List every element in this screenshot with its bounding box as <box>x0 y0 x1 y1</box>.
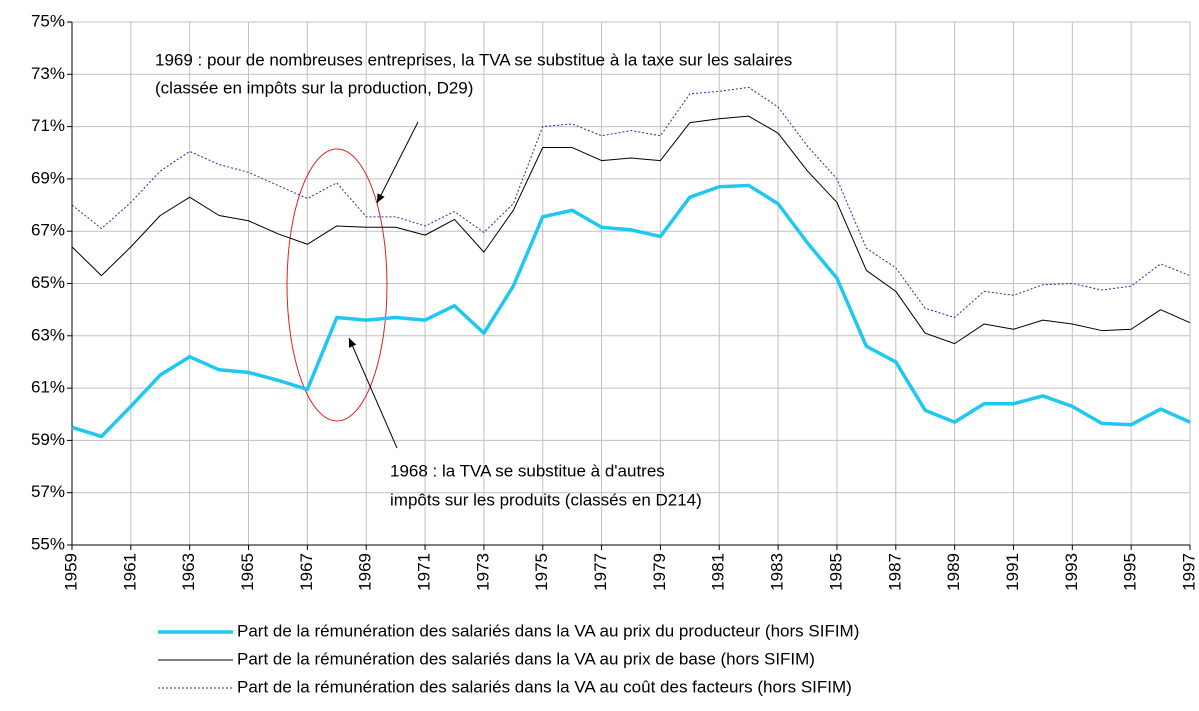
x-tick-label: 1981 <box>709 553 728 591</box>
x-tick-label: 1983 <box>768 553 787 591</box>
y-tick-label: 69% <box>31 168 65 187</box>
x-tick-label: 1993 <box>1062 553 1081 591</box>
x-tick-label: 1969 <box>356 553 375 591</box>
y-tick-label: 67% <box>31 221 65 240</box>
x-tick-label: 1961 <box>120 553 139 591</box>
arrow <box>376 121 419 204</box>
x-tick-label: 1997 <box>1179 553 1198 591</box>
legend-label: Part de la rémunération des salariés dan… <box>237 649 815 668</box>
x-tick-label: 1979 <box>650 553 669 591</box>
x-tick-label: 1973 <box>473 553 492 591</box>
x-tick-label: 1995 <box>1121 553 1140 591</box>
legend-label: Part de la rémunération des salariés dan… <box>237 621 859 640</box>
annotation: impôts sur les produits (classés en D214… <box>390 490 702 509</box>
series-line <box>71 115 1191 345</box>
y-tick-label: 55% <box>31 534 65 553</box>
y-tick-label: 65% <box>31 273 65 292</box>
x-tick-label: 1959 <box>61 553 80 591</box>
highlight-ellipse <box>286 148 388 422</box>
x-tick-label: 1991 <box>1003 553 1022 591</box>
y-tick-label: 73% <box>31 64 65 83</box>
x-tick-label: 1985 <box>826 553 845 591</box>
x-tick-label: 1967 <box>297 553 316 591</box>
annotation: 1968 : la TVA se substitue à d'autres <box>390 461 665 480</box>
x-tick-label: 1987 <box>885 553 904 591</box>
y-tick-label: 75% <box>31 11 65 30</box>
x-tick-label: 1989 <box>944 553 963 591</box>
x-tick-label: 1963 <box>179 553 198 591</box>
series-line <box>71 86 1191 318</box>
x-tick-label: 1971 <box>415 553 434 591</box>
annotation: 1969 : pour de nombreuses entreprises, l… <box>155 50 792 69</box>
y-tick-label: 57% <box>31 482 65 501</box>
arrow <box>348 337 398 449</box>
annotation: (classée en impôts sur la production, D2… <box>155 78 473 97</box>
x-tick-label: 1977 <box>591 553 610 591</box>
y-tick-label: 59% <box>31 430 65 449</box>
series-line <box>71 183 1191 439</box>
x-tick-label: 1975 <box>532 553 551 591</box>
y-tick-label: 63% <box>31 325 65 344</box>
y-tick-label: 61% <box>31 378 65 397</box>
y-tick-label: 71% <box>31 116 65 135</box>
x-tick-label: 1965 <box>238 553 257 591</box>
legend-label: Part de la rémunération des salariés dan… <box>237 677 852 696</box>
